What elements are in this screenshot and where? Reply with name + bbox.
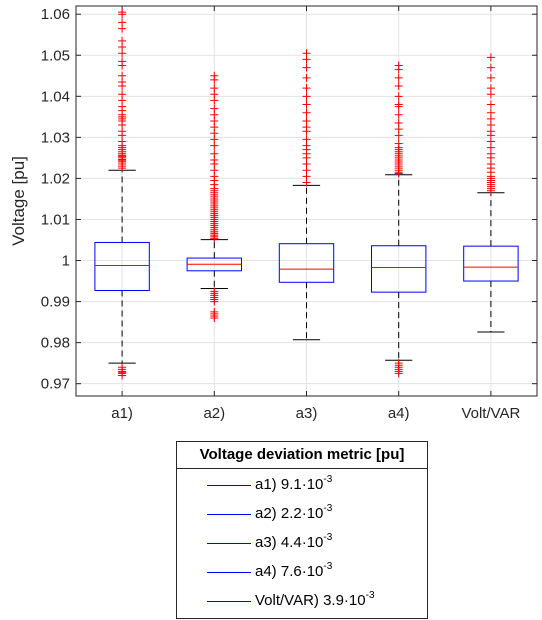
outlier-marker: [118, 57, 127, 66]
legend-label: a1) 9.1·10-3: [255, 474, 333, 493]
y-axis-label: Voltage [pu]: [9, 156, 28, 246]
outlier-marker: [486, 63, 495, 72]
legend-item-a1: a1) 9.1·10-3: [177, 474, 427, 496]
legend-label: a3) 4.4·10-3: [255, 532, 333, 551]
y-tick-label: 1.03: [41, 129, 70, 146]
legend-line: [207, 485, 251, 486]
box: [278, 243, 335, 283]
box-group: [278, 49, 335, 341]
outlier-marker: [394, 139, 403, 148]
outlier-marker: [210, 149, 219, 158]
x-tick-label: a4): [388, 405, 410, 422]
outlier-marker: [302, 135, 311, 144]
outlier-marker: [302, 73, 311, 82]
outlier-marker: [302, 49, 311, 58]
outlier-marker: [486, 53, 495, 62]
legend-label: Volt/VAR) 3.9·10-3: [255, 590, 375, 609]
box-group: [186, 71, 242, 322]
outlier-marker: [394, 82, 403, 91]
y-tick-label: 1.04: [41, 88, 70, 105]
outlier-marker: [210, 71, 219, 80]
legend-title: Voltage deviation metric [pu]: [177, 442, 427, 469]
y-axis: 0.97 0.98 0.99 1 1.01 1.02 1.03 1.04 1.05 1.06: [41, 6, 537, 393]
outlier-marker: [302, 116, 311, 125]
outlier-marker: [394, 61, 403, 70]
box: [463, 245, 519, 282]
outlier-marker: [394, 100, 403, 109]
legend-line: [207, 543, 251, 544]
outlier-marker: [302, 100, 311, 109]
legend: Voltage deviation metric [pu] a1) 9.1·10…: [176, 441, 428, 619]
outlier-marker: [394, 73, 403, 82]
outlier-marker: [118, 18, 127, 27]
outlier-marker: [394, 92, 403, 101]
outlier-marker: [486, 84, 495, 93]
outlier-marker: [302, 63, 311, 72]
y-tick-label: 1.01: [41, 211, 70, 228]
outlier-marker: [118, 71, 127, 80]
outlier-marker: [486, 73, 495, 82]
box: [94, 241, 150, 291]
legend-line: [207, 514, 251, 515]
outlier-marker: [394, 119, 403, 127]
y-tick-label: 1.02: [41, 170, 70, 187]
legend-item-a4: a4) 7.6·10-3: [177, 561, 427, 583]
x-tick-label: Volt/VAR: [461, 405, 520, 422]
y-tick-label: 1.06: [41, 6, 70, 23]
outlier-marker: [210, 297, 219, 306]
boxes: [94, 8, 519, 380]
x-tick-label: a1): [111, 405, 133, 422]
legend-line: [207, 572, 251, 573]
outlier-marker: [118, 90, 127, 99]
outlier-marker: [118, 36, 127, 45]
box: [371, 245, 427, 293]
boxplot-chart: 0.97 0.98 0.99 1 1.01 1.02 1.03 1.04 1.05 1.06 a1…: [9, 5, 538, 422]
box-group: [94, 8, 150, 380]
outlier-marker: [210, 84, 219, 93]
outlier-marker: [118, 371, 127, 380]
x-tick-label: a2): [203, 405, 225, 422]
outlier-marker: [302, 84, 311, 93]
legend-line: [207, 601, 251, 602]
outlier-marker: [394, 369, 403, 378]
outlier-marker: [210, 314, 219, 322]
box-group: [463, 53, 519, 333]
y-tick-label: 1.05: [41, 47, 70, 64]
legend-label: a4) 7.6·10-3: [255, 561, 333, 580]
x-axis: a1) a2) a3) a4) Volt/VAR: [111, 6, 521, 422]
y-tick-label: 0.98: [41, 335, 70, 352]
box-group: [371, 61, 427, 378]
outlier-marker: [486, 108, 495, 117]
y-tick-label: 0.97: [41, 376, 70, 393]
outlier-marker: [394, 110, 403, 119]
legend-item-a2: a2) 2.2·10-3: [177, 503, 427, 525]
y-tick-label: 0.99: [41, 294, 70, 311]
outlier-marker: [302, 92, 311, 101]
legend-item-a3: a3) 4.4·10-3: [177, 532, 427, 554]
outlier-marker: [302, 108, 311, 117]
outlier-marker: [210, 104, 219, 113]
outlier-marker: [118, 8, 127, 17]
x-tick-label: a3): [296, 405, 318, 422]
outlier-marker: [486, 100, 495, 109]
legend-label: a2) 2.2·10-3: [255, 503, 333, 522]
legend-item-voltvar: Volt/VAR) 3.9·10-3: [177, 590, 427, 612]
y-tick-label: 1: [62, 253, 70, 270]
